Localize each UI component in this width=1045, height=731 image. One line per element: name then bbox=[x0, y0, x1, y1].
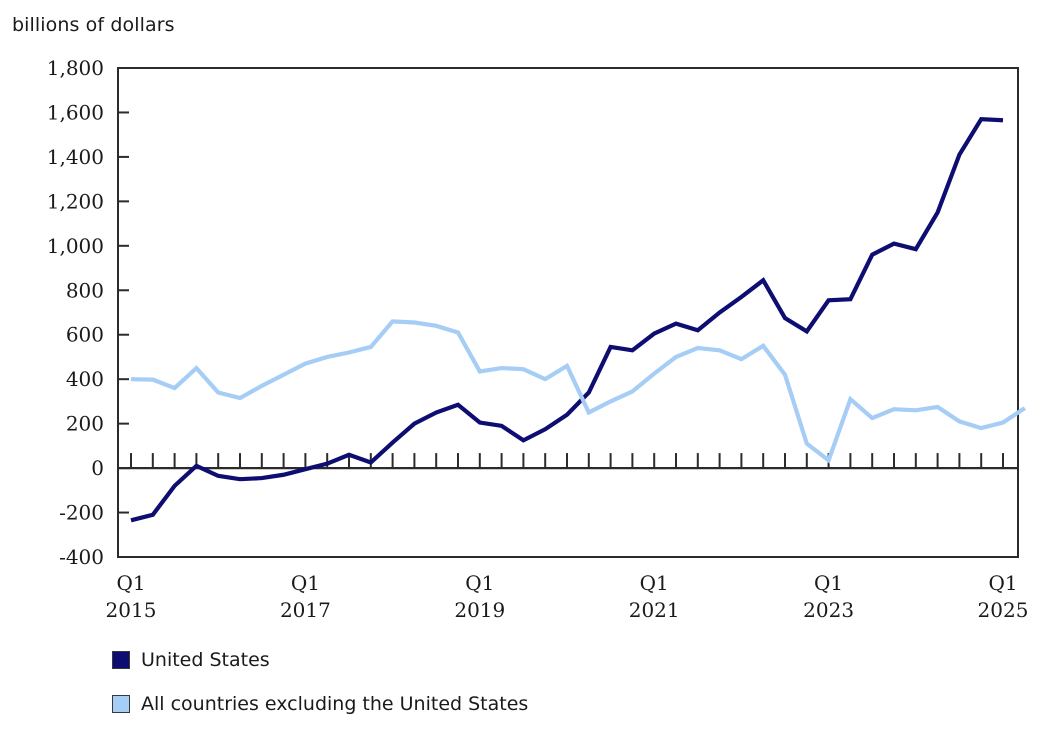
legend-item-united-states[interactable]: United States bbox=[112, 643, 528, 677]
x-tick-year-label: 2021 bbox=[629, 598, 680, 622]
y-tick-label: 400 bbox=[66, 367, 104, 391]
x-axis-tick-labels: Q1 2015 Q1 2017 Q1 2019 Q1 2021 Q1 2023 Q1 2025 bbox=[106, 571, 1029, 622]
unit-label: billions of dollars bbox=[12, 14, 175, 36]
plot-frame bbox=[117, 67, 1019, 558]
y-axis-ticks bbox=[118, 111, 129, 514]
data-series bbox=[130, 116, 1026, 523]
x-tick-quarter-label: Q1 bbox=[988, 571, 1017, 595]
y-tick-label: 1,600 bbox=[47, 100, 104, 124]
legend-swatch-icon bbox=[112, 695, 130, 713]
series-line bbox=[130, 116, 1004, 523]
series-line bbox=[130, 319, 1026, 464]
y-tick-label: 600 bbox=[66, 323, 104, 347]
x-tick-quarter-label: Q1 bbox=[814, 571, 843, 595]
y-tick-label: 200 bbox=[66, 412, 104, 436]
legend-item-all-countries-excluding-us[interactable]: All countries excluding the United State… bbox=[112, 687, 528, 721]
x-tick-quarter-label: Q1 bbox=[291, 571, 320, 595]
x-tick-quarter-label: Q1 bbox=[116, 571, 145, 595]
x-axis-ticks bbox=[130, 453, 1004, 469]
y-tick-label: 0 bbox=[91, 456, 104, 480]
chart-legend: United States All countries excluding th… bbox=[112, 643, 528, 731]
y-tick-label: -400 bbox=[59, 545, 104, 569]
legend-label: All countries excluding the United State… bbox=[141, 693, 529, 715]
y-tick-label: 1,800 bbox=[47, 56, 104, 80]
y-axis-tick-labels: 1,800 1,600 1,400 1,200 1,000 800 600 400 200 0 -2… bbox=[47, 56, 104, 569]
y-tick-label: 1,000 bbox=[47, 234, 104, 258]
y-tick-label: -200 bbox=[59, 501, 104, 525]
legend-label: United States bbox=[141, 649, 270, 671]
x-tick-year-label: 2015 bbox=[106, 598, 157, 622]
x-tick-quarter-label: Q1 bbox=[640, 571, 669, 595]
x-tick-year-label: 2017 bbox=[280, 598, 331, 622]
y-tick-label: 800 bbox=[66, 278, 104, 302]
y-tick-label: 1,400 bbox=[47, 145, 104, 169]
x-tick-year-label: 2023 bbox=[803, 598, 854, 622]
x-tick-quarter-label: Q1 bbox=[465, 571, 494, 595]
legend-swatch-icon bbox=[112, 651, 130, 669]
y-tick-label: 1,200 bbox=[47, 189, 104, 213]
x-tick-year-label: 2025 bbox=[978, 598, 1029, 622]
line-chart-plot: 1,800 1,600 1,400 1,200 1,000 800 600 400 200 0 -2… bbox=[47, 56, 1029, 622]
x-tick-year-label: 2019 bbox=[454, 598, 505, 622]
